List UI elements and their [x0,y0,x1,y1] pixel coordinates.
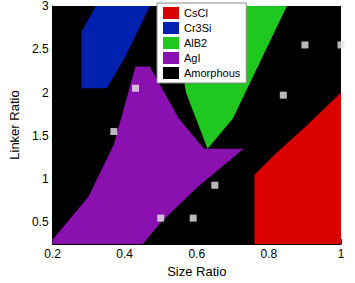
svg-text:1: 1 [42,172,49,186]
svg-text:0.4: 0.4 [116,247,133,261]
svg-text:3: 3 [42,0,49,13]
svg-text:Linker Ratio: Linker Ratio [7,90,22,159]
svg-text:2: 2 [42,86,49,100]
svg-text:Cr3Si: Cr3Si [184,22,212,34]
svg-text:0.6: 0.6 [188,247,205,261]
svg-text:AlB2: AlB2 [184,37,207,49]
svg-text:0.2: 0.2 [44,247,61,261]
svg-text:0.8: 0.8 [261,247,278,261]
svg-text:2.5: 2.5 [32,42,49,56]
svg-text:AgI: AgI [184,52,201,64]
svg-text:CsCl: CsCl [184,7,208,19]
svg-text:0.5: 0.5 [32,215,49,229]
svg-text:Amorphous: Amorphous [184,67,241,79]
svg-text:Size Ratio: Size Ratio [167,264,226,279]
svg-text:1.5: 1.5 [32,129,49,143]
svg-text:1: 1 [338,247,345,261]
